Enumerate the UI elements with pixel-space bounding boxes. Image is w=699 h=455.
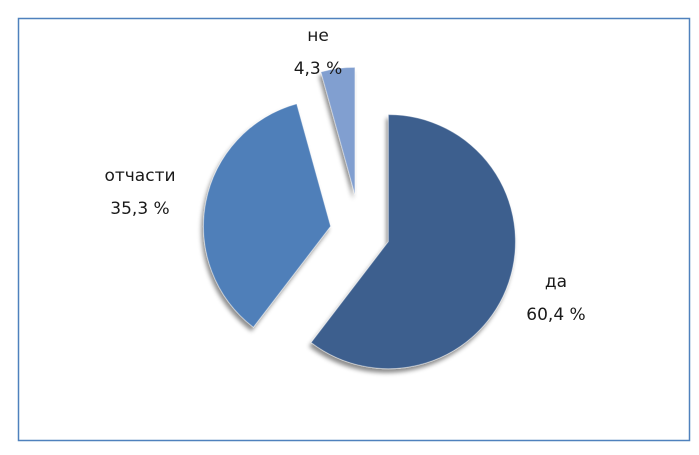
pie (203, 66, 516, 370)
slice-category-label: не (307, 26, 329, 46)
slice-value-label: 35,3 % (110, 199, 169, 219)
slice-value-label: 60,4 % (526, 305, 585, 325)
pie-slice (310, 114, 516, 370)
pie-slice (203, 103, 332, 328)
slice-category-label: да (545, 272, 567, 292)
slice-value-label: 4,3 % (294, 59, 343, 79)
slice-category-label: отчасти (104, 166, 175, 186)
pie-slice (320, 66, 356, 195)
